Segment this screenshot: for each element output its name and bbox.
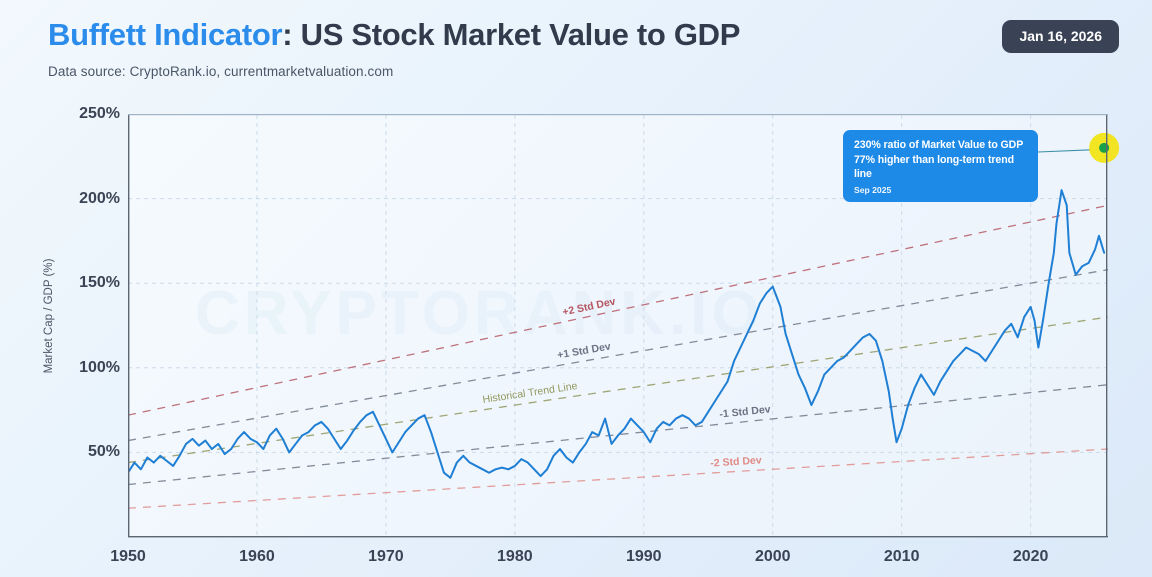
y-axis-tick-50: 50% <box>87 443 120 461</box>
y-axis-tick-150: 150% <box>79 274 120 292</box>
grid-lines <box>128 115 1106 536</box>
y-axis-line <box>128 114 130 537</box>
header: Buffett Indicator: US Stock Market Value… <box>0 0 1152 96</box>
std-dev-bands <box>128 204 1108 509</box>
tooltip-date: Sep 2025 <box>854 184 892 195</box>
plot-top-border <box>128 114 1108 116</box>
tooltip-line-2: 77% higher than long-term trend line <box>854 153 1014 181</box>
x-axis-tick-1970: 1970 <box>368 548 404 565</box>
plot-right-border <box>1106 114 1108 537</box>
y-axis-tick-200: 200% <box>79 189 120 207</box>
y-axis-ticks: 50% 100% 150% 200% 250% <box>52 0 120 577</box>
date-badge: Jan 16, 2026 <box>1002 20 1119 53</box>
annotation-leader-line <box>1037 149 1092 153</box>
data-source-subtitle: Data source: CryptoRank.io, currentmarke… <box>48 64 394 79</box>
y-axis-tick-250: 250% <box>79 105 120 122</box>
tooltip-line-1: 230% ratio of Market Value to GDP <box>854 139 1024 151</box>
page-title-accent: Buffett Indicator <box>48 17 283 52</box>
x-axis-line <box>128 536 1108 538</box>
annotation-tooltip: 230% ratio of Market Value to GDP 77% hi… <box>843 130 1038 202</box>
x-axis-tick-1960: 1960 <box>239 548 275 565</box>
y-axis-tick-100: 100% <box>79 358 120 376</box>
page-title: Buffett Indicator: US Stock Market Value… <box>48 17 740 53</box>
highlight-point-dot[interactable] <box>1099 142 1110 153</box>
x-axis-tick-2000: 2000 <box>754 548 791 565</box>
x-axis-tick-1990: 1990 <box>625 548 662 565</box>
series-line-market-cap-gdp <box>128 189 1106 479</box>
page-title-rest: : US Stock Market Value to GDP <box>282 17 741 52</box>
x-axis-tick-1980: 1980 <box>497 548 533 565</box>
x-axis-tick-1950: 1950 <box>110 548 146 565</box>
x-axis-tick-2010: 2010 <box>883 548 920 565</box>
x-axis-tick-2020: 2020 <box>1012 548 1049 565</box>
